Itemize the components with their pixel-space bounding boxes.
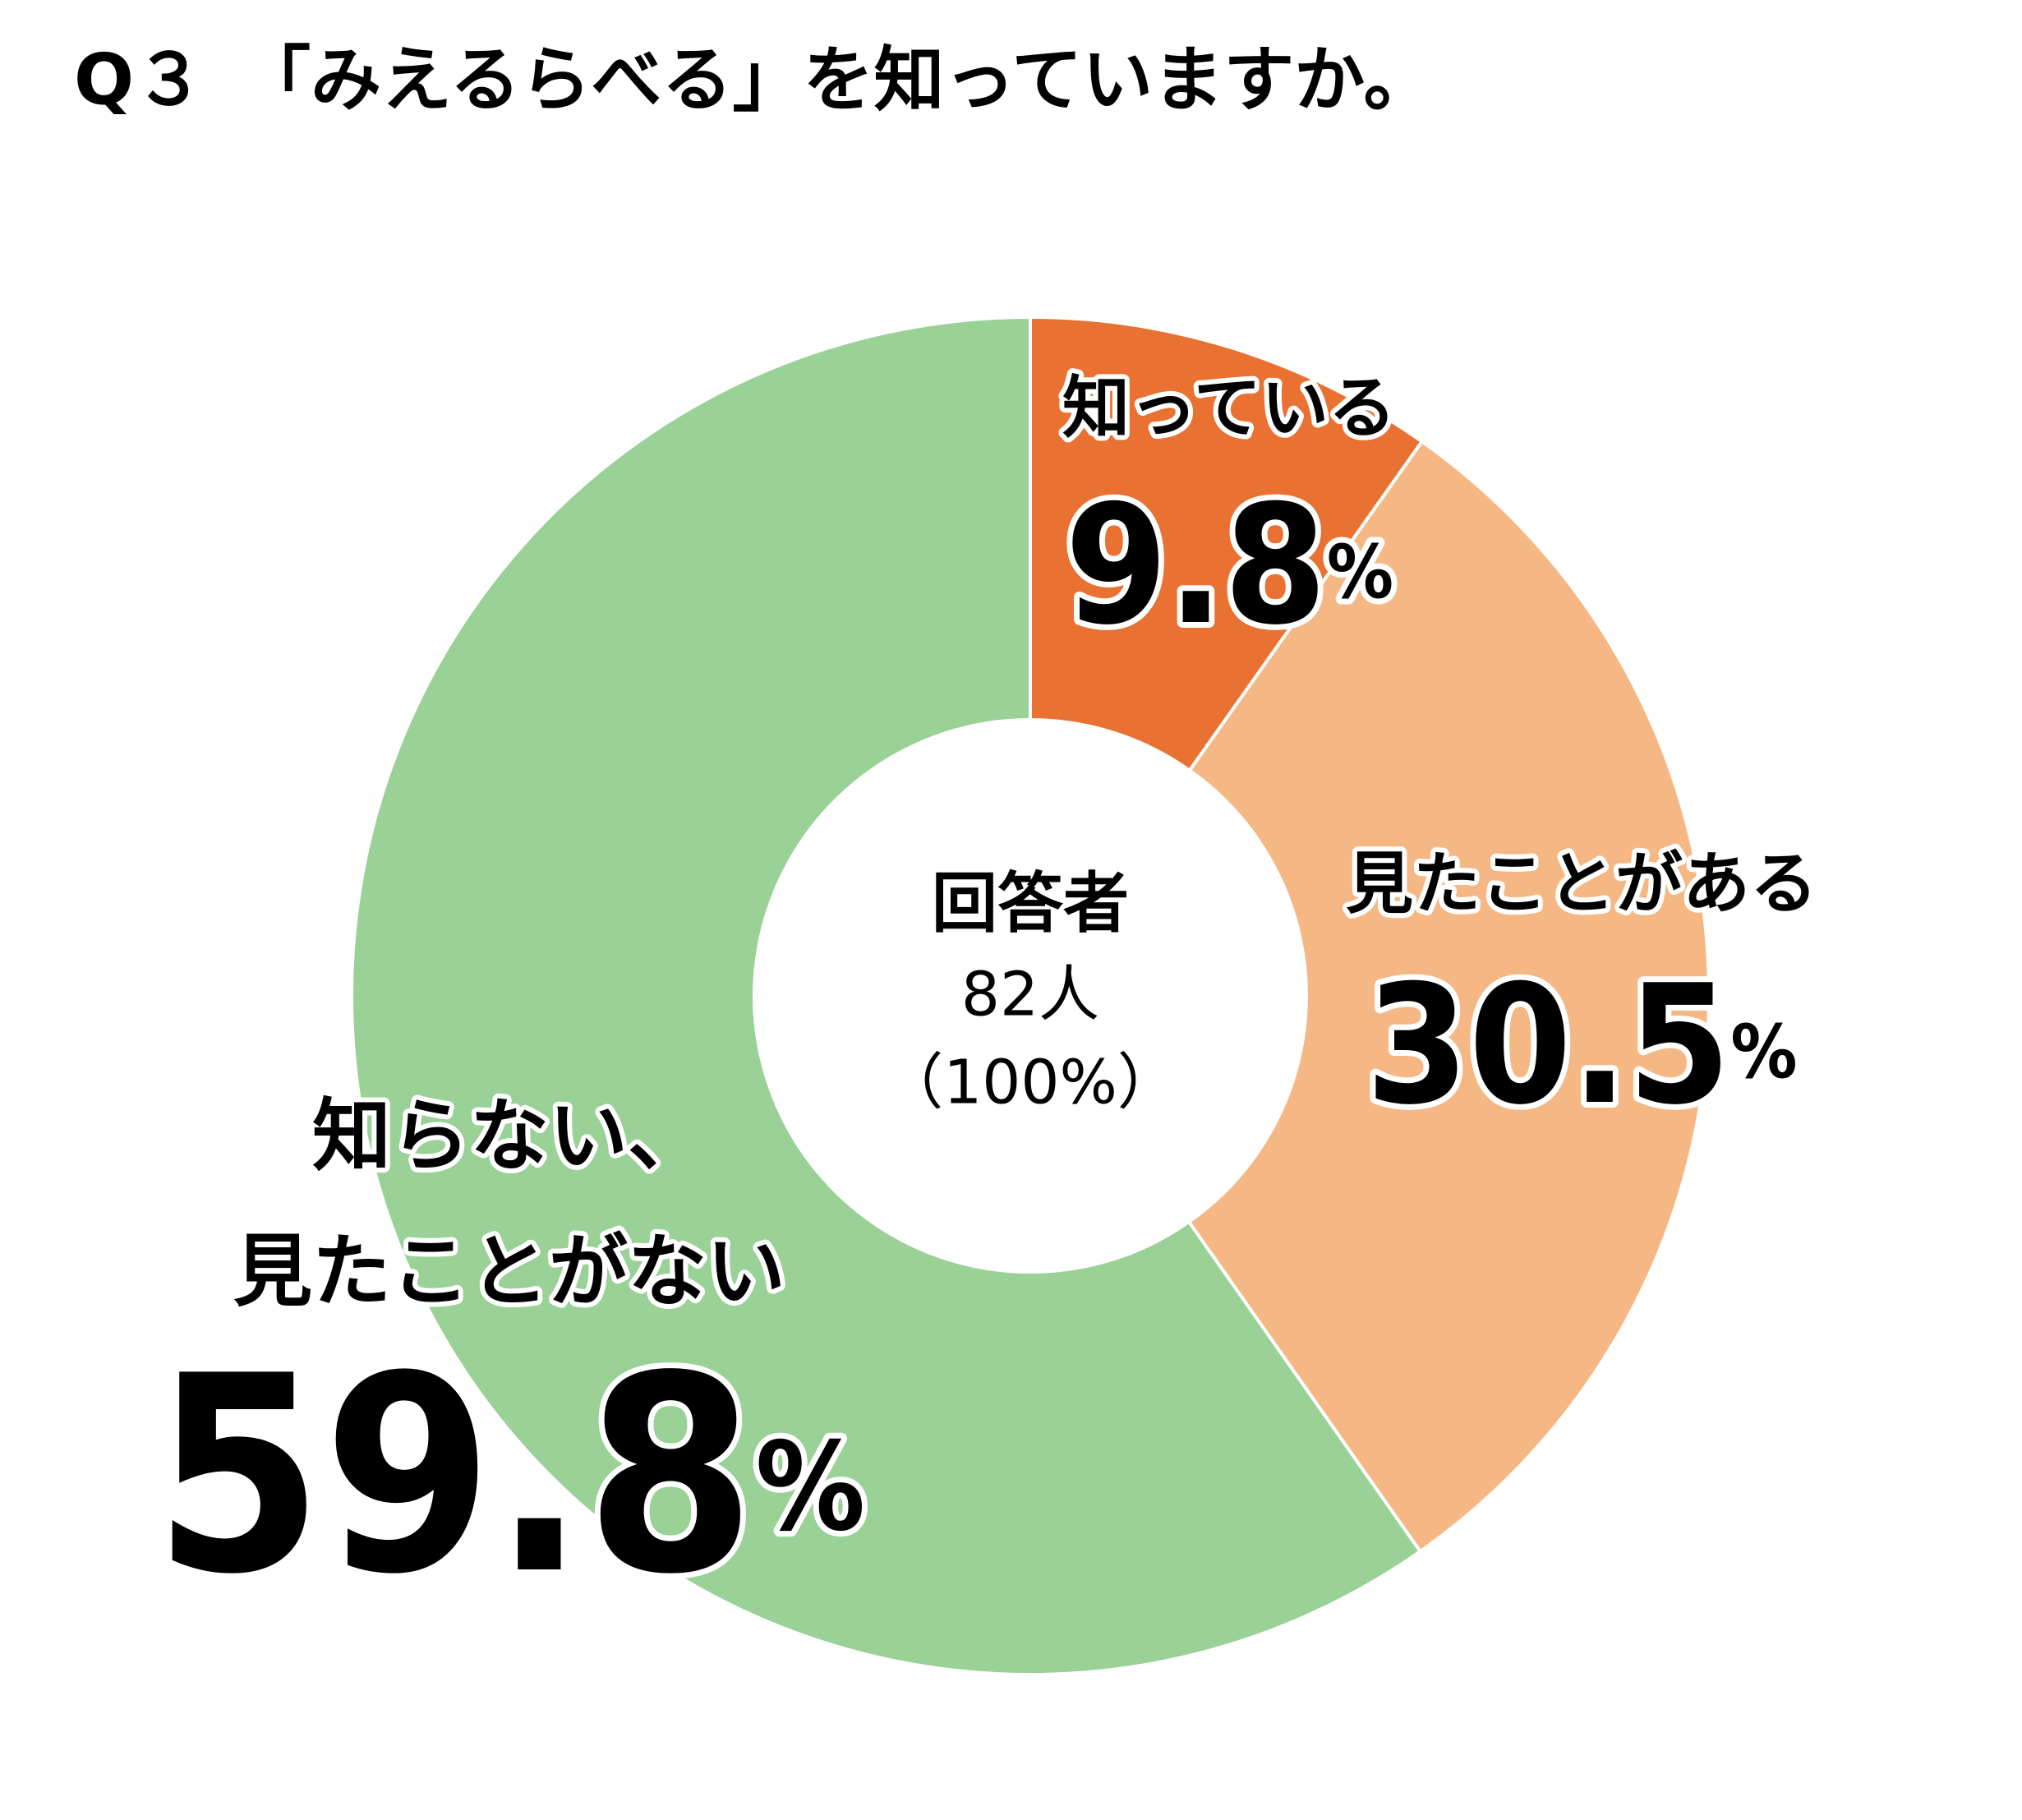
donut-slice (350, 315, 1423, 1676)
center-label: 回答者 (932, 865, 1129, 942)
chart-title: Q３ 「みえるらべる」を知っていますか。 (74, 39, 1435, 121)
center-label: 82人 (961, 960, 1099, 1030)
donut-slice (1029, 315, 1425, 773)
slice-label: 見たことがある (1346, 845, 1817, 923)
value-label: 59.8% (154, 1318, 865, 1633)
value-label: 30.5% (1366, 950, 1797, 1141)
slice-label: 見たことがない (233, 1225, 785, 1317)
slice-label: 知らない、 (312, 1090, 707, 1182)
center-label: （100%） (882, 1048, 1178, 1118)
donut-slice (1186, 439, 1711, 1554)
value-label: 9.8% (1065, 470, 1393, 661)
slice-label: 知っている (1062, 369, 1396, 447)
